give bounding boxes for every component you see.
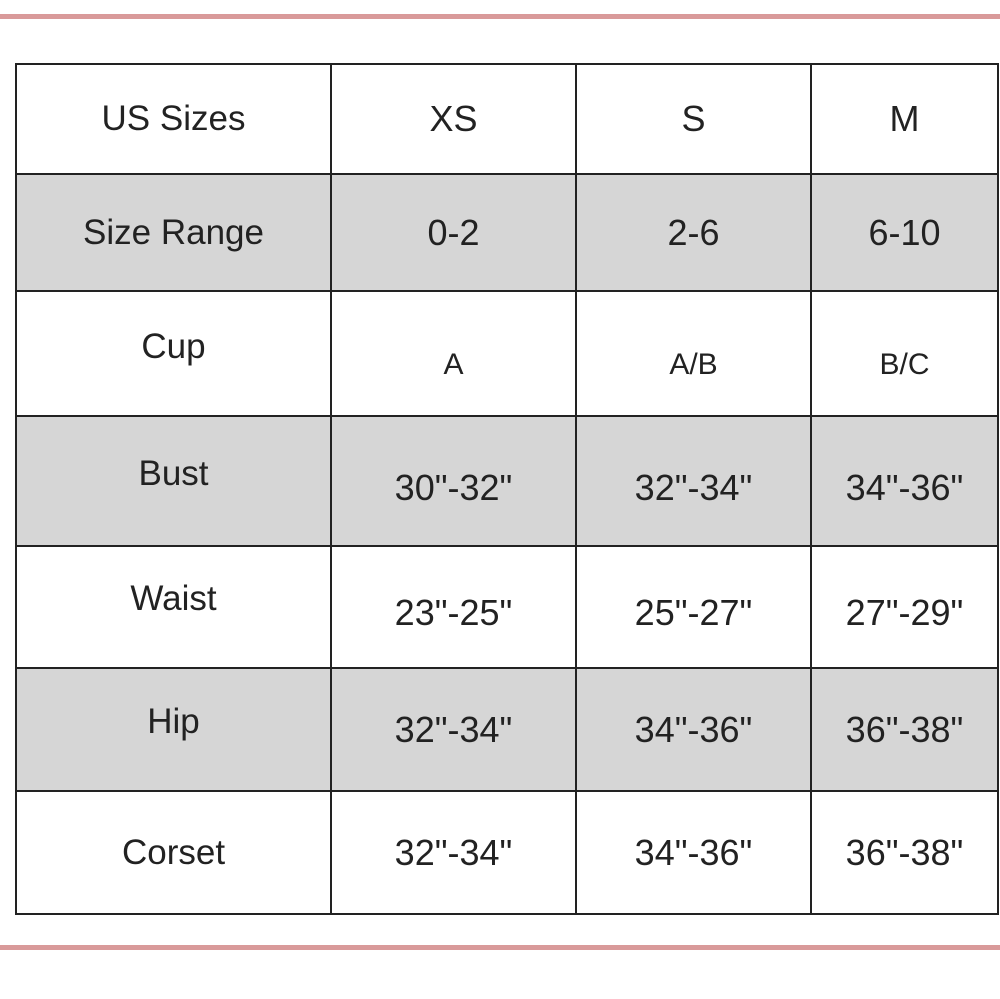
table-cell: 27"-29": [810, 545, 999, 669]
table-cell: 25"-27": [575, 545, 812, 669]
table-row: Hip 32"-34" 34"-36" 36"-38": [15, 667, 999, 792]
table-row: Size Range 0-2 2-6 6-10: [15, 173, 999, 292]
size-chart-table: US Sizes XS S M Size Range 0-2 2-6 6-10 …: [15, 63, 999, 915]
table-row: Bust 30"-32" 32"-34" 34"-36": [15, 415, 999, 547]
row-label: Hip: [15, 667, 332, 792]
table-cell: 0-2: [330, 173, 577, 292]
table-row: Waist 23"-25" 25"-27" 27"-29": [15, 545, 999, 669]
table-cell: 30"-32": [330, 415, 577, 547]
row-label: Bust: [15, 415, 332, 547]
header-row: US Sizes XS S M: [15, 63, 999, 175]
row-label: Size Range: [15, 173, 332, 292]
top-divider: [0, 14, 1000, 19]
table-cell: 23"-25": [330, 545, 577, 669]
table-cell: A/B: [575, 290, 812, 417]
header-cell: S: [575, 63, 812, 175]
table-cell: 32"-34": [330, 790, 577, 915]
table-row: Cup A A/B B/C: [15, 290, 999, 417]
row-label: Waist: [15, 545, 332, 669]
table-cell: 34"-36": [575, 667, 812, 792]
header-cell: US Sizes: [15, 63, 332, 175]
table-cell: B/C: [810, 290, 999, 417]
table-row: Corset 32"-34" 34"-36" 36"-38": [15, 790, 999, 915]
row-label: Cup: [15, 290, 332, 417]
table-cell: 34"-36": [575, 790, 812, 915]
table-cell: 36"-38": [810, 790, 999, 915]
table-cell: A: [330, 290, 577, 417]
bottom-divider: [0, 945, 1000, 950]
table-cell: 2-6: [575, 173, 812, 292]
header-cell: XS: [330, 63, 577, 175]
row-label: Corset: [15, 790, 332, 915]
table-cell: 32"-34": [330, 667, 577, 792]
table-cell: 6-10: [810, 173, 999, 292]
table-cell: 32"-34": [575, 415, 812, 547]
table-cell: 36"-38": [810, 667, 999, 792]
table-cell: 34"-36": [810, 415, 999, 547]
header-cell: M: [810, 63, 999, 175]
